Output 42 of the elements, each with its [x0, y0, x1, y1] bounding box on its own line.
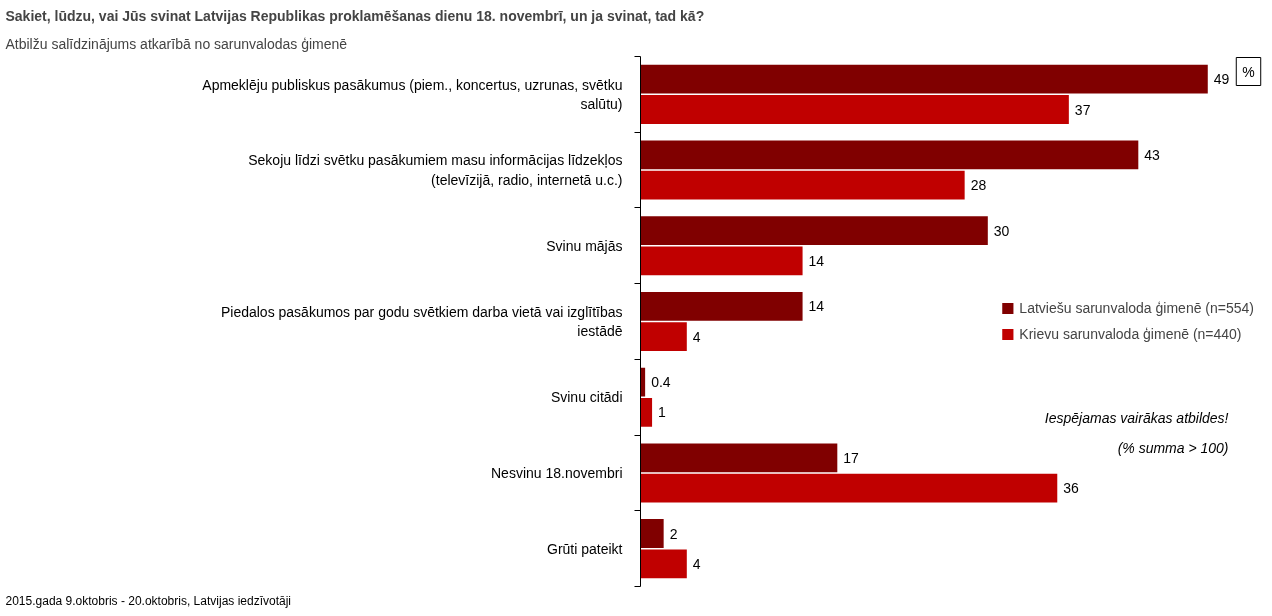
bar [640, 64, 1208, 94]
bar [640, 397, 653, 427]
data-label: 2 [669, 525, 678, 542]
data-label: 37 [1074, 101, 1091, 118]
legend-label: Latviešu sarunvaloda ģimenē (n=554) [1019, 300, 1254, 316]
data-label: 49 [1213, 71, 1230, 88]
data-label: 4 [692, 555, 701, 572]
text: 2015.gada 9.oktobris - 20.oktobris, Latvijas iedzīvotāji [5, 593, 291, 608]
bar [640, 549, 687, 579]
data-label: 30 [993, 222, 1010, 239]
y-tick-label: Sekoju līdzi svētku pasākumiem masu informācijas līdzekļos (televīzijā, radio, internetā u.c.) [248, 152, 623, 188]
data-label: 14 [808, 252, 825, 269]
legend-label: Krievu sarunvaloda ģimenē (n=440) [1019, 326, 1242, 342]
data-label: 43 [1144, 146, 1161, 163]
bar [640, 140, 1139, 170]
annotation: Iespējamas vairākas atbildes! [1044, 409, 1229, 426]
y-tick-label: Nesvinu 18.novembri [490, 464, 623, 481]
data-label: 14 [808, 298, 825, 315]
y-tick-label: Svinu mājās [546, 237, 623, 254]
bar [640, 291, 803, 321]
y-tick-label: Apmeklēju publiskus pasākumus (piem., koncertus, uzrunas, svētku salūtu) [202, 76, 623, 112]
bar [640, 473, 1058, 503]
annotation: (% summa > 100) [1117, 439, 1229, 456]
data-label: 0.4 [651, 374, 671, 391]
bar [640, 170, 965, 200]
bar [640, 322, 687, 352]
data-label: 4 [692, 328, 701, 345]
y-tick-label: Grūti pateikt [547, 540, 623, 557]
text: Atbilžu salīdzinājums atkarībā no sarunvalodas ģimenē [5, 35, 348, 52]
data-label: 1 [658, 404, 667, 421]
data-label: 28 [970, 177, 987, 194]
bar [640, 443, 838, 473]
bar [640, 95, 1069, 124]
bar [640, 216, 988, 246]
text: % [1242, 63, 1255, 80]
bar [640, 519, 664, 548]
y-tick-label: Piedalos pasākumos par godu svētkiem darba vietā vai izglītības iestādē [220, 303, 623, 340]
bar [640, 246, 803, 276]
y-tick-label: Svinu citādi [550, 389, 623, 406]
data-label: 36 [1063, 480, 1080, 497]
data-label: 17 [843, 449, 860, 466]
text: Sakiet, lūdzu, vai Jūs svinat Latvijas Republikas proklamēšanas dienu 18. novembrī, un ja svinat, tad kā? [5, 7, 705, 24]
